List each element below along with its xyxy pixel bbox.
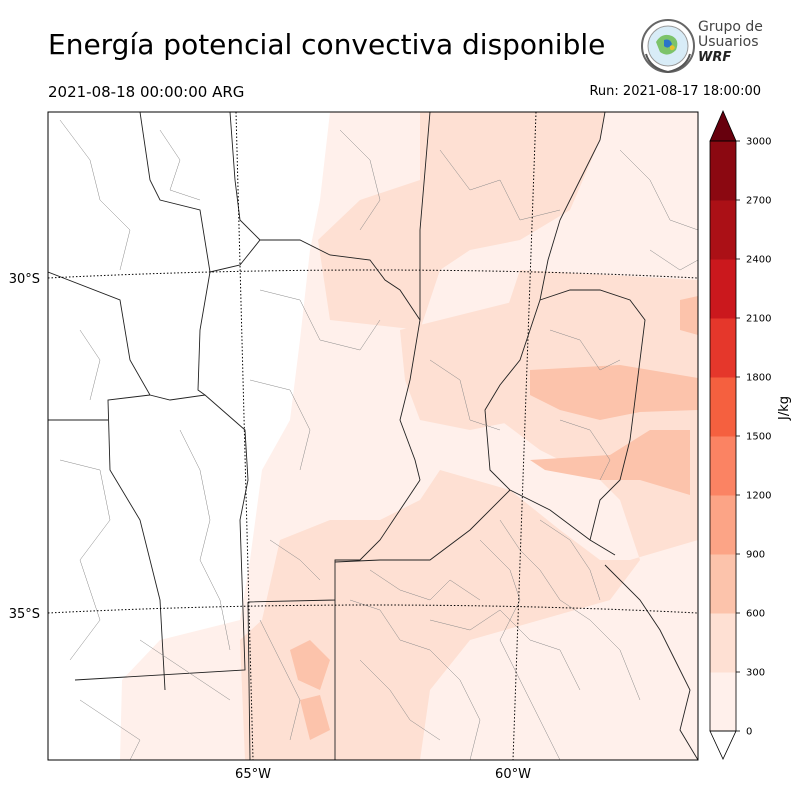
logo-line2: Usuarios: [698, 34, 759, 50]
colorbar-segment: [710, 377, 736, 437]
colorbar-tick-label: 600: [746, 609, 765, 620]
valid-time: 2021-08-18 00:00:00 ARG: [48, 83, 245, 101]
colorbar-tick-label: 2400: [746, 255, 771, 266]
colorbar-segment: [710, 495, 736, 555]
cape-field-mid-1: [318, 112, 605, 330]
logo-line3: WRF: [698, 50, 732, 65]
wrf-logo: Grupo de Usuarios WRF: [640, 18, 770, 74]
colorbar-tick-label: 900: [746, 550, 765, 561]
logo-line1: Grupo de: [698, 19, 763, 35]
colorbar-segment: [710, 141, 736, 201]
cape-field-high-1: [530, 365, 698, 420]
department-boundaries: [59, 119, 698, 760]
colorbar-tick-label: 1200: [746, 491, 771, 502]
colorbar-tick-label: 2700: [746, 196, 771, 207]
colorbar-tick-label: 1500: [746, 432, 771, 443]
colorbar-segment: [710, 672, 736, 732]
cape-field-high-4: [290, 640, 330, 690]
map-area: [48, 112, 698, 760]
colorbar-extend-max: [709, 109, 737, 142]
lon-label-60: 60°W: [495, 767, 531, 782]
graticule: [48, 112, 698, 760]
colorbar-tick-label: 300: [746, 668, 765, 679]
colorbar-segment: [710, 613, 736, 673]
colorbar-segment: [710, 554, 736, 614]
colorbar-segment: [710, 200, 736, 260]
cape-field-high-3: [680, 296, 698, 335]
cape-field-high-2: [530, 430, 690, 495]
colorbar-segment: [710, 318, 736, 378]
lon-label-65: 65°W: [235, 767, 271, 782]
colorbar: 0 300 600 900 1200 1500 1800 2100 2400 2700 3000: [709, 109, 771, 760]
colorbar-unit-label: J/kg: [777, 396, 792, 420]
map-frame: [47, 111, 699, 761]
colorbar-segment: [710, 436, 736, 496]
colorbar-tick-label: 0: [746, 727, 752, 738]
cape-field-mid-3: [400, 300, 540, 430]
map-title: Energía potencial convectiva disponible: [48, 28, 606, 61]
colorbar-extend-min: [709, 730, 737, 760]
province-boundaries: [48, 112, 698, 760]
colorbar-segment: [710, 259, 736, 319]
lat-label-35: 35°S: [9, 607, 40, 622]
colorbar-tick-label: 1800: [746, 373, 771, 384]
globe-seal-icon: [641, 19, 695, 74]
run-time: Run: 2021-08-17 18:00:00: [589, 84, 761, 99]
colorbar-tick-label: 2100: [746, 314, 771, 325]
lat-label-30: 30°S: [9, 272, 40, 287]
cape-field-high-5: [300, 695, 330, 740]
colorbar-tick-label: 3000: [746, 137, 771, 148]
